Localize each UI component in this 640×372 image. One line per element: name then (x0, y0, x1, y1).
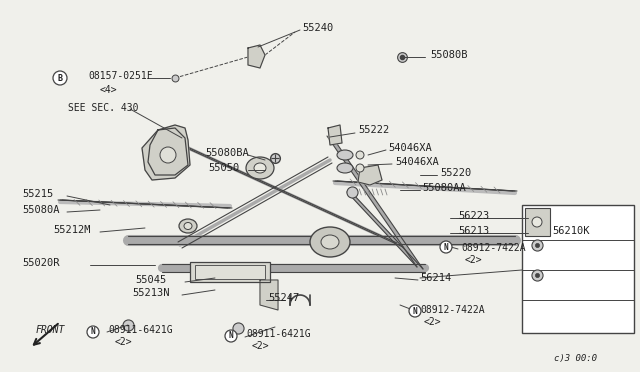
Text: 08912-7422A: 08912-7422A (420, 305, 484, 315)
Text: N: N (444, 243, 448, 251)
Ellipse shape (179, 219, 197, 233)
Ellipse shape (254, 163, 266, 173)
Text: 55220: 55220 (440, 168, 471, 178)
Text: 55215: 55215 (22, 189, 53, 199)
Text: 56214: 56214 (420, 273, 451, 283)
Text: 56213: 56213 (458, 226, 489, 236)
Text: N: N (413, 307, 417, 315)
Circle shape (440, 241, 452, 253)
Circle shape (225, 330, 237, 342)
Text: 55222: 55222 (358, 125, 389, 135)
Ellipse shape (337, 163, 353, 173)
Text: <2>: <2> (115, 337, 132, 347)
Text: 08157-0251F: 08157-0251F (88, 71, 152, 81)
Circle shape (160, 147, 176, 163)
Circle shape (53, 71, 67, 85)
Polygon shape (248, 45, 265, 68)
Bar (190, 262, 270, 282)
Text: 55080AA: 55080AA (422, 183, 466, 193)
Ellipse shape (356, 151, 364, 159)
Text: 55212M: 55212M (53, 225, 90, 235)
Ellipse shape (246, 157, 274, 179)
Bar (195, 265, 265, 279)
Text: <2>: <2> (465, 255, 483, 265)
Text: 54046XA: 54046XA (388, 143, 432, 153)
Circle shape (87, 326, 99, 338)
Polygon shape (148, 128, 188, 175)
Text: 08912-7422A: 08912-7422A (461, 243, 525, 253)
Text: 55240: 55240 (302, 23, 333, 33)
Polygon shape (328, 125, 342, 145)
Polygon shape (260, 280, 278, 310)
Text: SEE SEC. 430: SEE SEC. 430 (68, 103, 138, 113)
Text: B: B (58, 74, 63, 83)
Ellipse shape (310, 227, 350, 257)
Text: <2>: <2> (424, 317, 442, 327)
Text: 55213N: 55213N (132, 288, 170, 298)
Text: 55247: 55247 (268, 293, 300, 303)
Text: c)3 00:0: c)3 00:0 (554, 353, 597, 362)
Text: 54046XA: 54046XA (395, 157, 439, 167)
Text: 55020R: 55020R (22, 258, 60, 268)
Text: 08911-6421G: 08911-6421G (108, 325, 173, 335)
Circle shape (409, 305, 421, 317)
Polygon shape (142, 125, 190, 180)
Text: 55050: 55050 (208, 163, 239, 173)
Bar (525, 208, 550, 236)
Bar (522, 205, 634, 333)
Text: FRONT: FRONT (36, 325, 65, 335)
Ellipse shape (532, 217, 542, 227)
Ellipse shape (337, 150, 353, 160)
Text: 56223: 56223 (458, 211, 489, 221)
Text: <2>: <2> (252, 341, 269, 351)
Ellipse shape (356, 164, 364, 172)
Ellipse shape (184, 222, 192, 230)
Text: N: N (228, 331, 234, 340)
Text: N: N (91, 327, 95, 337)
Text: 56210K: 56210K (552, 226, 589, 236)
Polygon shape (358, 165, 382, 185)
Text: <4>: <4> (100, 85, 118, 95)
Text: 55080A: 55080A (22, 205, 60, 215)
Text: 55080B: 55080B (430, 50, 467, 60)
Text: 55045: 55045 (135, 275, 166, 285)
Text: 08911-6421G: 08911-6421G (246, 329, 310, 339)
Ellipse shape (321, 235, 339, 249)
Text: 55080BA: 55080BA (205, 148, 249, 158)
